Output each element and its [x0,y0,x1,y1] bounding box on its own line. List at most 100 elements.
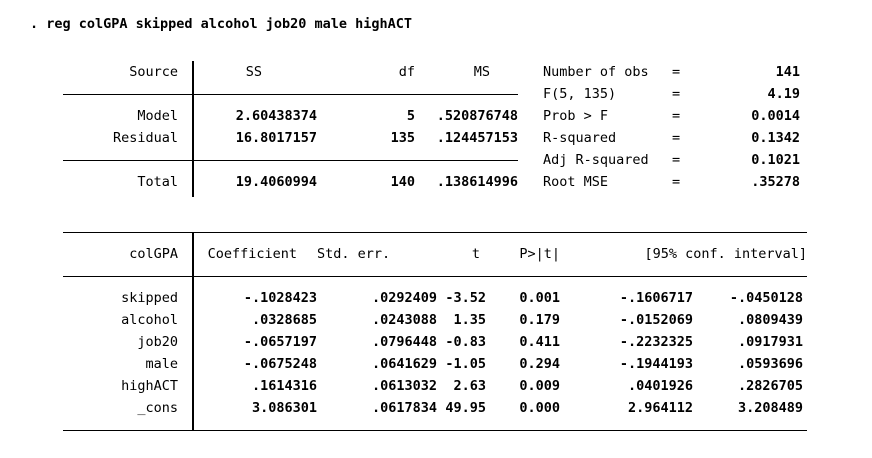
t-value: -3.52 [445,290,486,306]
anova-row-label: Total [137,174,178,190]
coef-value: -.0657197 [243,334,317,350]
coef-vertical-divider [192,232,194,430]
anova-ss-value: 16.8017157 [235,130,317,146]
anova-ss-value: 19.4060994 [235,174,317,190]
anova-ms-value: .520876748 [436,108,518,124]
stderr-value: .0613032 [371,378,437,394]
coef-var-label: highACT [121,378,178,394]
ci-low-value: .0401926 [627,378,693,394]
horizontal-rule [63,430,807,431]
anova-rule-total [63,149,518,171]
ci-low-value: -.1606717 [619,290,693,306]
t-value: 1.35 [453,312,486,328]
stat-label: Prob > F [543,108,609,124]
command-line: . reg colGPA skipped alcohol job20 male … [30,16,413,32]
coef-header-row: colGPA Coefficient Std. err. t P>|t| [95… [63,243,807,265]
p-value: 0.411 [519,334,560,350]
stat-root-mse: Root MSE = .35278 [543,171,800,193]
anova-header-source: Source [129,64,178,80]
coef-var-label: job20 [137,334,178,350]
anova-row-total: Total 19.4060994 140 .138614996 [63,171,518,193]
coef-header-ci: [95% conf. interval] [644,246,807,262]
stat-label: Root MSE [543,174,609,190]
ci-high-value: .0809439 [737,312,803,328]
coef-header-stderr: Std. err. [317,246,391,262]
p-value: 0.009 [519,378,560,394]
coef-var-label: skipped [121,290,178,306]
equals-sign: = [672,130,681,146]
anova-rule-top [63,83,518,105]
t-value: -1.05 [445,356,486,372]
anova-table: Source SS df MS Model 2.60438374 5 .5208… [63,61,518,197]
anova-ms-value: .138614996 [436,174,518,190]
coef-var-label: _cons [137,400,178,416]
coef-row-job20: job20 -.0657197 .0796448 -0.83 0.411 -.2… [63,331,807,353]
anova-row-label: Residual [112,130,178,146]
stat-adj-r-squared: Adj R-squared = 0.1021 [543,149,800,171]
anova-ms-value: .124457153 [436,130,518,146]
horizontal-rule [63,232,807,233]
equals-sign: = [672,86,681,102]
horizontal-rule [63,160,518,161]
equals-sign: = [672,152,681,168]
stat-value: 141 [775,64,800,80]
ci-high-value: .2826705 [737,378,803,394]
stderr-value: .0292409 [371,290,437,306]
ci-low-value: -.2232325 [619,334,693,350]
coef-value: -.1028423 [243,290,317,306]
ci-low-value: -.1944193 [619,356,693,372]
stat-label: R-squared [543,130,617,146]
anova-df-value: 140 [390,174,415,190]
model-stats-panel: Number of obs = 141 F(5, 135) = 4.19 Pro… [543,61,800,193]
t-value: -0.83 [445,334,486,350]
p-value: 0.294 [519,356,560,372]
coef-value: -.0675248 [243,356,317,372]
anova-vertical-divider [192,61,194,197]
coef-row-alcohol: alcohol .0328685 .0243088 1.35 0.179 -.0… [63,309,807,331]
anova-row-model: Model 2.60438374 5 .520876748 [63,105,518,127]
stat-label: Adj R-squared [543,152,649,168]
stat-number-of-obs: Number of obs = 141 [543,61,800,83]
stat-value: 0.0014 [751,108,800,124]
ci-low-value: -.0152069 [619,312,693,328]
stat-prob-f: Prob > F = 0.0014 [543,105,800,127]
coef-value: .1614316 [251,378,317,394]
stat-value: 4.19 [767,86,800,102]
stat-label: F(5, 135) [543,86,617,102]
coef-row-highact: highACT .1614316 .0613032 2.63 0.009 .04… [63,375,807,397]
coef-row-male: male -.0675248 .0641629 -1.05 0.294 -.19… [63,353,807,375]
anova-df-value: 5 [406,108,415,124]
ci-high-value: .0593696 [737,356,803,372]
coef-var-label: male [145,356,178,372]
stat-label: Number of obs [543,64,649,80]
anova-df-value: 135 [390,130,415,146]
coef-var-label: alcohol [121,312,178,328]
anova-header-df: df [398,64,415,80]
stderr-value: .0796448 [371,334,437,350]
stderr-value: .0641629 [371,356,437,372]
anova-row-label: Model [137,108,178,124]
ci-high-value: 3.208489 [737,400,803,416]
coef-header-coefficient: Coefficient [207,246,297,262]
anova-header-ms: MS [473,64,490,80]
stat-value: 0.1342 [751,130,800,146]
stat-value: 0.1021 [751,152,800,168]
ci-low-value: 2.964112 [627,400,693,416]
coef-value: 3.086301 [251,400,317,416]
equals-sign: = [672,174,681,190]
coef-row-skipped: skipped -.1028423 .0292409 -3.52 0.001 -… [63,287,807,309]
p-value: 0.000 [519,400,560,416]
stderr-value: .0243088 [371,312,437,328]
horizontal-rule [63,276,807,277]
horizontal-rule [63,94,518,95]
anova-header-ss: SS [245,64,262,80]
anova-header-row: Source SS df MS [63,61,518,83]
stat-f-statistic: F(5, 135) = 4.19 [543,83,800,105]
coefficient-table: colGPA Coefficient Std. err. t P>|t| [95… [63,221,807,441]
t-value: 49.95 [445,400,486,416]
coef-value: .0328685 [251,312,317,328]
ci-high-value: -.0450128 [729,290,803,306]
anova-row-residual: Residual 16.8017157 135 .124457153 [63,127,518,149]
stat-value: .35278 [751,174,800,190]
